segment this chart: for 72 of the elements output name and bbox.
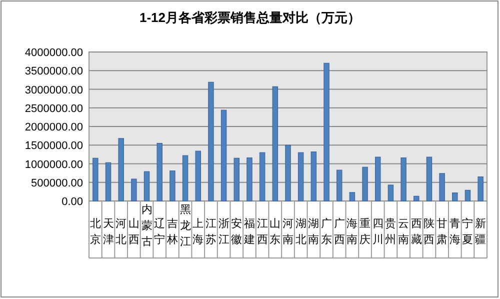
bar: [426, 156, 432, 202]
bar: [310, 152, 317, 202]
bar: [208, 82, 214, 202]
y-tick-label: 1500000.00: [24, 140, 83, 152]
x-tick-label: 陕西: [424, 218, 435, 246]
x-tick-label: 西藏: [410, 218, 422, 246]
x-tick-label: 广东: [321, 217, 332, 246]
x-tick-label: 黑龙江: [180, 204, 191, 248]
bar: [362, 166, 368, 202]
chart-title: 1-12月各省彩票销售总量对比（万元）: [139, 10, 361, 25]
bar: [220, 110, 227, 202]
bar: [92, 158, 98, 202]
x-tick-label: 安徽: [231, 217, 242, 246]
x-tick-label: 海南: [346, 218, 358, 246]
x-tick-label: 北京: [90, 217, 101, 246]
bar: [195, 150, 201, 202]
x-tick-label: 江西: [256, 218, 268, 246]
bar: [414, 196, 420, 202]
x-tick-label: 贵州: [385, 217, 396, 246]
x-tick-label: 福建: [242, 217, 255, 246]
bar: [336, 170, 342, 202]
x-tick-label: 云南: [398, 218, 410, 246]
x-tick-label: 江苏: [205, 218, 216, 246]
bar: [246, 157, 252, 202]
bar: [388, 184, 394, 202]
bar: [272, 86, 278, 202]
y-tick-label: 3000000.00: [24, 84, 83, 96]
bar: [439, 173, 445, 202]
x-tick-label: 广西: [334, 217, 345, 246]
x-tick-label: 浙江: [218, 217, 230, 246]
x-tick-label: 山西: [128, 217, 140, 246]
bar: [259, 152, 266, 202]
y-tick-label: 1000000.00: [24, 158, 83, 171]
x-tick-label: 天津: [102, 218, 114, 246]
x-tick-label: 河南: [282, 218, 294, 246]
x-tick-label: 上海: [192, 217, 204, 246]
bar: [118, 138, 124, 202]
bar: [105, 162, 112, 202]
bar: [156, 142, 162, 202]
x-tick-label: 内蒙古: [141, 203, 152, 248]
x-tick-label: 新疆: [475, 217, 486, 246]
bar: [285, 144, 291, 202]
y-tick-label: 2500000.00: [24, 102, 83, 115]
bar: [182, 155, 188, 202]
x-tick-label: 宁夏: [462, 217, 474, 246]
x-tick-label: 辽宁: [154, 218, 166, 246]
bar: [170, 170, 176, 202]
bar: [298, 152, 304, 202]
bar: [452, 192, 458, 202]
x-tick-label: 青海: [449, 217, 460, 246]
x-tick-label: 吉林: [166, 217, 178, 246]
bar: [464, 190, 471, 202]
y-tick-label: 4000000.00: [24, 47, 83, 59]
x-tick-label: 四川: [372, 218, 384, 246]
x-tick-label: 山东: [270, 217, 281, 246]
y-tick-label: 0.00: [62, 196, 83, 208]
x-tick-label: 湖北: [295, 218, 306, 246]
x-tick-label: 甘肃: [436, 217, 448, 246]
y-tick-label: 500000.00: [31, 177, 83, 190]
bar: [144, 171, 150, 202]
bar: [131, 178, 137, 202]
bar: [375, 156, 381, 202]
bar: [400, 157, 406, 202]
y-tick-label: 3500000.00: [24, 66, 83, 78]
bar: [349, 192, 356, 202]
x-tick-label: 湖南: [308, 218, 320, 246]
bar: [234, 158, 240, 202]
x-tick-label: 河北: [116, 218, 127, 246]
bar: [478, 176, 484, 202]
bar: [324, 62, 330, 202]
y-tick-label: 2000000.00: [24, 122, 83, 134]
x-tick-label: 重庆: [360, 217, 371, 246]
